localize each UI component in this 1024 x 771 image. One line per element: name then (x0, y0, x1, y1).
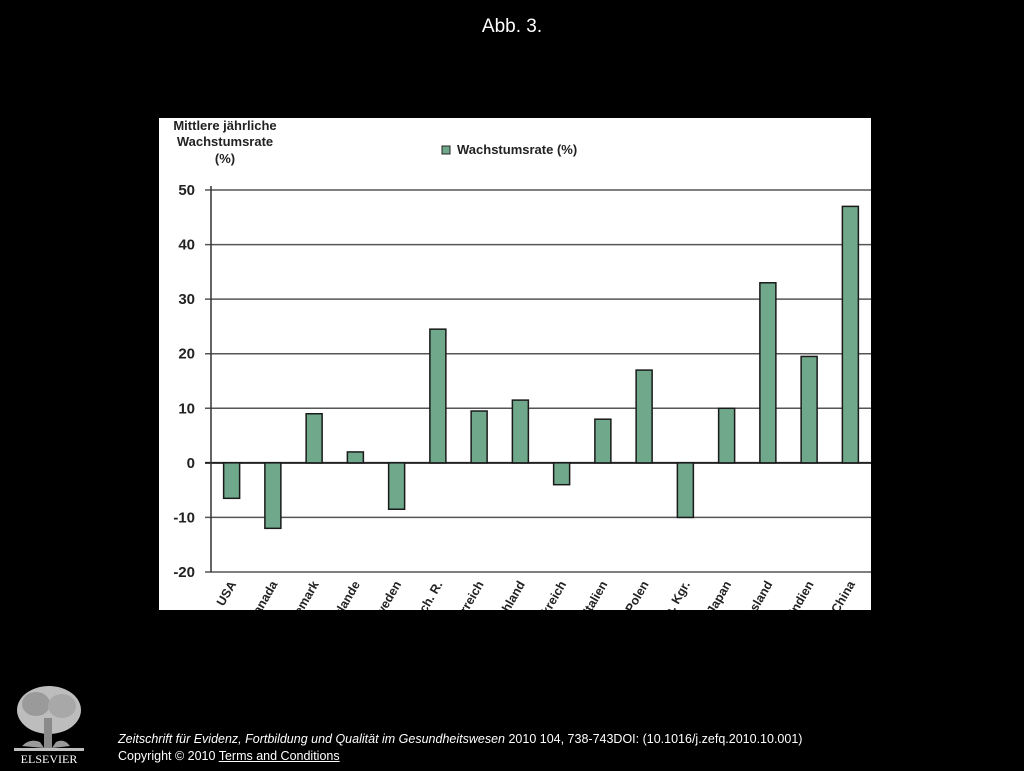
bar (429, 328, 447, 464)
bar (552, 462, 571, 486)
slide-title: Abb. 3. (481, 16, 543, 37)
y-axis-label: Mittlere jährliche Wachstumsrate (%) (173, 118, 276, 166)
y-tick-label: -20 (173, 564, 195, 581)
y-tick-label: 10 (178, 400, 195, 417)
x-tick-label: Frankreich (525, 579, 569, 611)
bar (759, 282, 777, 464)
x-tick-label: Indien (786, 579, 817, 611)
elsevier-logo: ELSEVIER (10, 682, 88, 766)
y-tick-label: 20 (178, 346, 195, 363)
x-tick-label: Österreich (442, 578, 486, 610)
chart-panel: Mittlere jährliche Wachstumsrate (%) Wac… (159, 118, 871, 610)
bar (841, 205, 860, 464)
bar (717, 407, 736, 464)
bar (222, 462, 241, 500)
citation-details: 2010 104, 738-743DOI: (10.1016/j.zefq.20… (505, 732, 803, 746)
x-tick-label: Tschech. R. (399, 579, 446, 611)
legend-swatch (441, 145, 451, 155)
y-axis-label-line-3: (%) (215, 151, 235, 166)
bar (635, 369, 653, 464)
tree-icon (14, 686, 84, 751)
bar (594, 418, 612, 464)
y-tick-label: 30 (178, 291, 195, 308)
y-tick-label: 50 (178, 182, 195, 199)
bar (264, 462, 282, 530)
citation-block: Zeitschrift für Evidenz, Fortbildung und… (118, 731, 802, 765)
x-tick-label: Verein. Kgr. (646, 579, 693, 611)
legend-label: Wachstumsrate (%) (457, 142, 577, 157)
x-tick-label: Dänemark (279, 578, 321, 610)
x-tick-label: Russland (735, 579, 775, 611)
bar (470, 410, 488, 464)
copyright-line: Copyright © 2010 Terms and Conditions (118, 748, 802, 765)
bar (800, 355, 818, 464)
x-tick-label: Schweden (361, 579, 404, 611)
bar (676, 462, 695, 519)
y-tick-label: 40 (178, 237, 195, 254)
citation-line: Zeitschrift für Evidenz, Fortbildung und… (118, 731, 802, 748)
journal-name: Zeitschrift für Evidenz, Fortbildung und… (118, 732, 505, 746)
x-tick-label: Kanada (246, 578, 281, 610)
x-tick-label: Niederlande (315, 578, 363, 610)
copyright-text: Copyright © 2010 (118, 749, 219, 763)
x-tick-label: Polen (623, 579, 652, 611)
bar (387, 462, 406, 510)
bar (346, 451, 365, 464)
terms-and-conditions-link[interactable]: Terms and Conditions (218, 749, 340, 763)
y-axis-label-line-1: Mittlere jährliche (173, 118, 276, 133)
bar (511, 399, 530, 464)
y-tick-label: -10 (173, 509, 195, 526)
logo-wordmark: ELSEVIER (21, 752, 78, 766)
x-tick-label: Deutschland (478, 579, 528, 611)
x-tick-label: China (828, 578, 858, 610)
legend: Wachstumsrate (%) (441, 142, 577, 157)
x-tick-label: Japan (704, 579, 734, 611)
y-tick-label: 0 (187, 455, 195, 472)
x-tick-label: Italien (580, 579, 610, 611)
bar-chart: Mittlere jährliche Wachstumsrate (%) Wac… (173, 118, 871, 611)
x-tick-label: USA (214, 579, 239, 609)
y-axis-label-line-2: Wachstumsrate (177, 134, 273, 149)
bar (305, 412, 323, 464)
